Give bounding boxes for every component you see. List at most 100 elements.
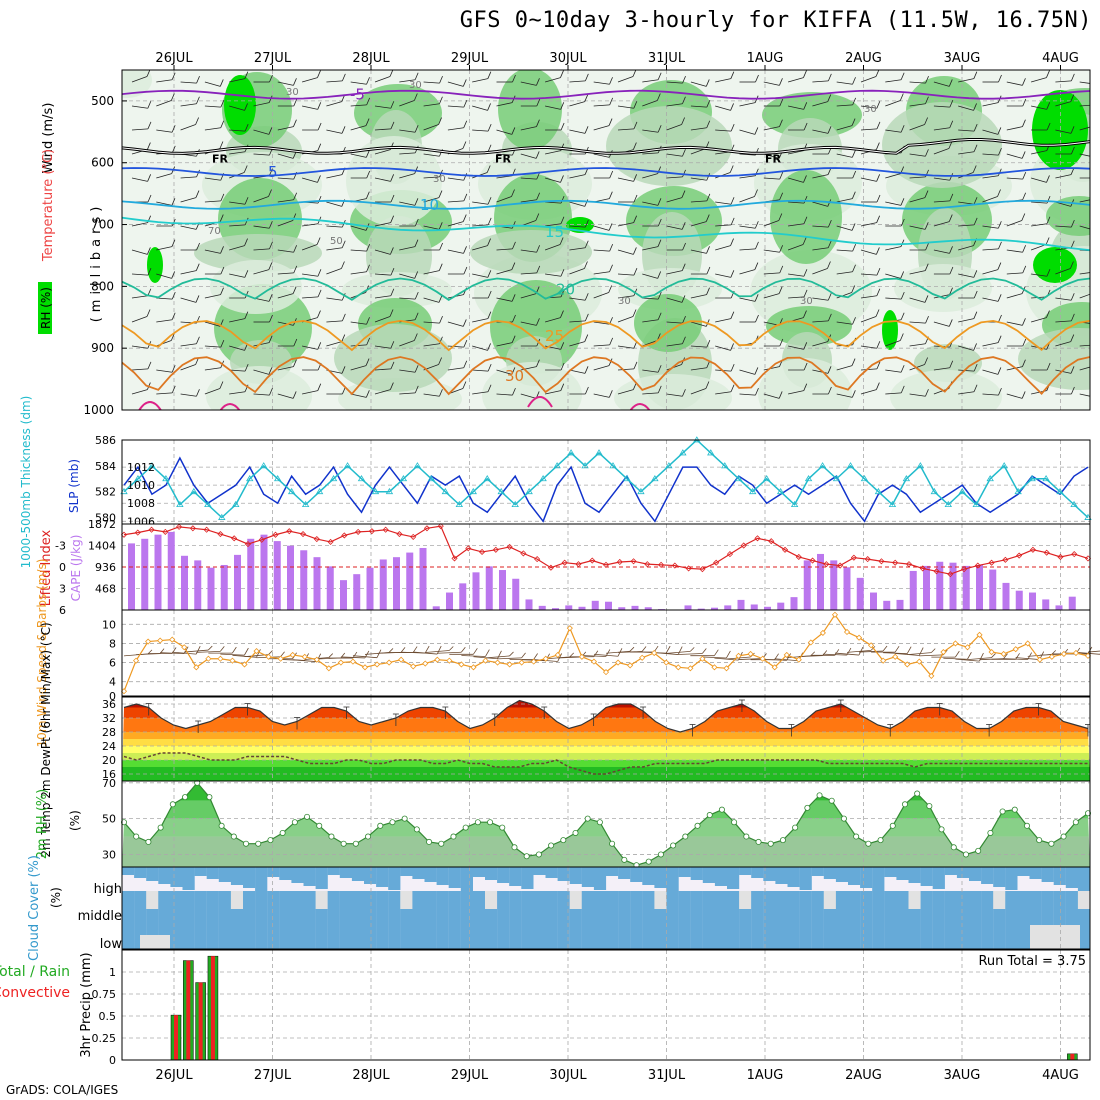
thickness-point [469,487,477,495]
wind-barb-flag [755,241,759,250]
rh-point [804,804,811,811]
wind-barb-flag [706,193,711,202]
wind-barb-flag [998,147,1002,156]
wind-barb [437,651,462,654]
rh-point [548,842,555,849]
wind-speed-point [482,657,489,664]
thickness-point [287,487,296,495]
wind-barb [885,273,901,279]
wind-barb-flag [876,247,880,255]
wind-barb-flag [998,241,1002,250]
wind-barb-flag [730,217,735,226]
wind-barb-flag [462,381,467,389]
wind-barb [292,659,317,663]
wind-barb [1015,657,1040,660]
wind-barb [690,177,707,181]
wind-barb [1079,81,1090,84]
thickness-point [148,462,156,469]
cloud-high-bar [618,867,631,879]
wind-barb-flag [899,93,904,101]
precip-tick-label: 0.5 [99,1010,117,1023]
cloud-mid-bar [678,891,691,949]
wind-barb-flag [560,122,565,131]
rh-point [535,851,542,858]
wind-speed-point [325,665,332,672]
thickness-point [944,500,952,508]
wind-barb [1055,297,1072,301]
li-tick-label: 6 [59,604,66,617]
wind-barb [933,221,950,227]
wind-barb-flag [706,120,711,128]
wind-barb-flag [851,390,856,398]
wind-barb [302,273,318,277]
rh-area [762,92,862,138]
wind-speed-point [892,653,899,660]
cape-bar [340,580,347,610]
rh-point [584,815,591,822]
wind-barb [229,201,246,205]
rh-point [1048,840,1055,847]
wind-barb [1031,273,1047,277]
wind-speed-point [349,658,357,665]
wind-barb [447,367,464,371]
wind-barb [277,81,294,86]
lifted-index-point [892,559,899,566]
cloud-high-bar [751,867,764,878]
wind-barb-flag [925,389,929,397]
lifted-index-point [878,558,885,565]
cape-tick-label: 1872 [88,518,116,531]
li-tick-label: 0 [59,561,66,574]
wind-barb [933,294,950,299]
cape-bar [1042,599,1050,610]
wind-barb [569,201,585,207]
wind-barb [496,129,512,135]
wind-speed-point [1048,653,1055,660]
thickness-point [735,474,743,482]
wind-barb-flag [730,384,735,392]
wind-barb-flag [536,318,540,326]
wind-barb [690,127,707,131]
lifted-index-point [630,558,637,565]
wind-barb-flag [681,222,686,230]
wind-barb-flag [511,189,515,197]
wind-barb-flag [778,286,783,294]
cloud-high-bar [122,867,135,875]
cape-bar [909,570,917,610]
cloud-mid-bar [472,891,486,949]
wind-barb-flag [560,216,565,224]
cape-bar [989,569,997,610]
isotherm-line [122,167,1090,177]
wind-barb-flag [268,335,273,343]
wind-barb [350,81,367,85]
wind-barb-flag [317,383,322,391]
cloud-mid-bar [351,891,365,949]
cloud-mid-bar [618,891,631,949]
wind-barb [666,103,683,107]
wind-barb-flag [803,195,808,204]
wind-barb [798,655,823,657]
wind-barb-flag [730,103,734,111]
li-tick-label: 3 [59,583,66,596]
wind-barb [690,321,707,327]
wind-speed-point [602,669,610,676]
wind-barb [593,365,610,371]
rh-point [499,824,506,831]
lifted-index-point [1029,546,1036,553]
cloud-high-bar [872,867,885,891]
wind-barb [860,222,877,227]
rh-point [389,819,396,826]
wind-barb-flag [196,242,200,251]
wind-barb-flag [560,362,565,371]
rh-tick-label: 30 [102,848,116,861]
wind-barb-flag [244,270,249,278]
wind-barb-flag [388,648,394,653]
wind-barb-flag [400,647,406,653]
wind-barb [909,270,926,275]
wind-barb-flag [633,121,638,130]
wind-barb-flag [973,197,978,205]
cape-bar [565,605,573,610]
wind-barb [520,393,537,399]
ylabel-total-rain: Total / Rain [0,964,70,980]
wind-barb-flag [365,358,370,366]
wind-barb [229,129,246,132]
